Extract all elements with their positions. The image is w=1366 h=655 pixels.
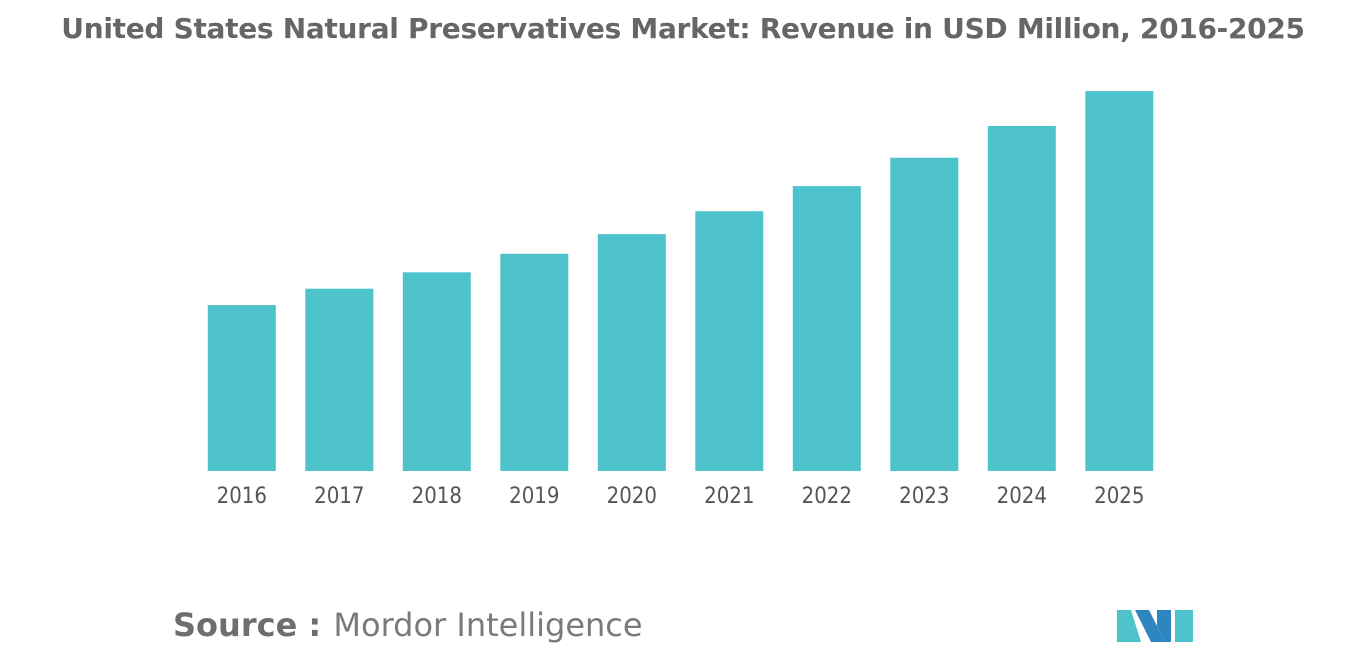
x-tick-label-2024: 2024 — [997, 484, 1047, 509]
x-tick-label-2017: 2017 — [314, 484, 364, 509]
bar-2019 — [500, 253, 569, 471]
source-name: Mordor Intelligence — [333, 606, 643, 644]
x-tick-label-2020: 2020 — [607, 484, 657, 509]
source-label: Source : — [173, 606, 322, 644]
bar-2023 — [890, 157, 959, 471]
logo-shape-right — [1175, 610, 1193, 642]
x-tick-label-2019: 2019 — [509, 484, 559, 509]
source-note: Source : Mordor Intelligence — [173, 606, 643, 644]
bar-2016 — [207, 305, 276, 471]
bar-2025 — [1085, 91, 1154, 471]
logo-shape-left — [1117, 610, 1141, 642]
mordor-intelligence-logo — [1117, 610, 1193, 642]
x-tick-label-2022: 2022 — [802, 484, 852, 509]
bar-2017 — [305, 288, 374, 471]
bar-2020 — [597, 234, 666, 471]
x-tick-label-2016: 2016 — [217, 484, 267, 509]
logo-shape-right-dark — [1157, 610, 1171, 642]
bar-2021 — [695, 211, 764, 471]
x-tick-label-2021: 2021 — [704, 484, 754, 509]
x-tick-labels: 2016 2017 2018 2019 2020 2021 2022 2023 2024 2025 — [217, 484, 1145, 509]
x-tick-label-2025: 2025 — [1094, 484, 1144, 509]
chart-title: United States Natural Preservatives Mark… — [61, 12, 1305, 45]
bars-group — [207, 91, 1154, 471]
bar-2018 — [402, 272, 471, 471]
x-tick-label-2023: 2023 — [899, 484, 949, 509]
x-tick-label-2018: 2018 — [412, 484, 462, 509]
bar-2022 — [792, 186, 861, 471]
bar-2024 — [987, 126, 1056, 471]
logo-shape-middle — [1135, 610, 1165, 642]
